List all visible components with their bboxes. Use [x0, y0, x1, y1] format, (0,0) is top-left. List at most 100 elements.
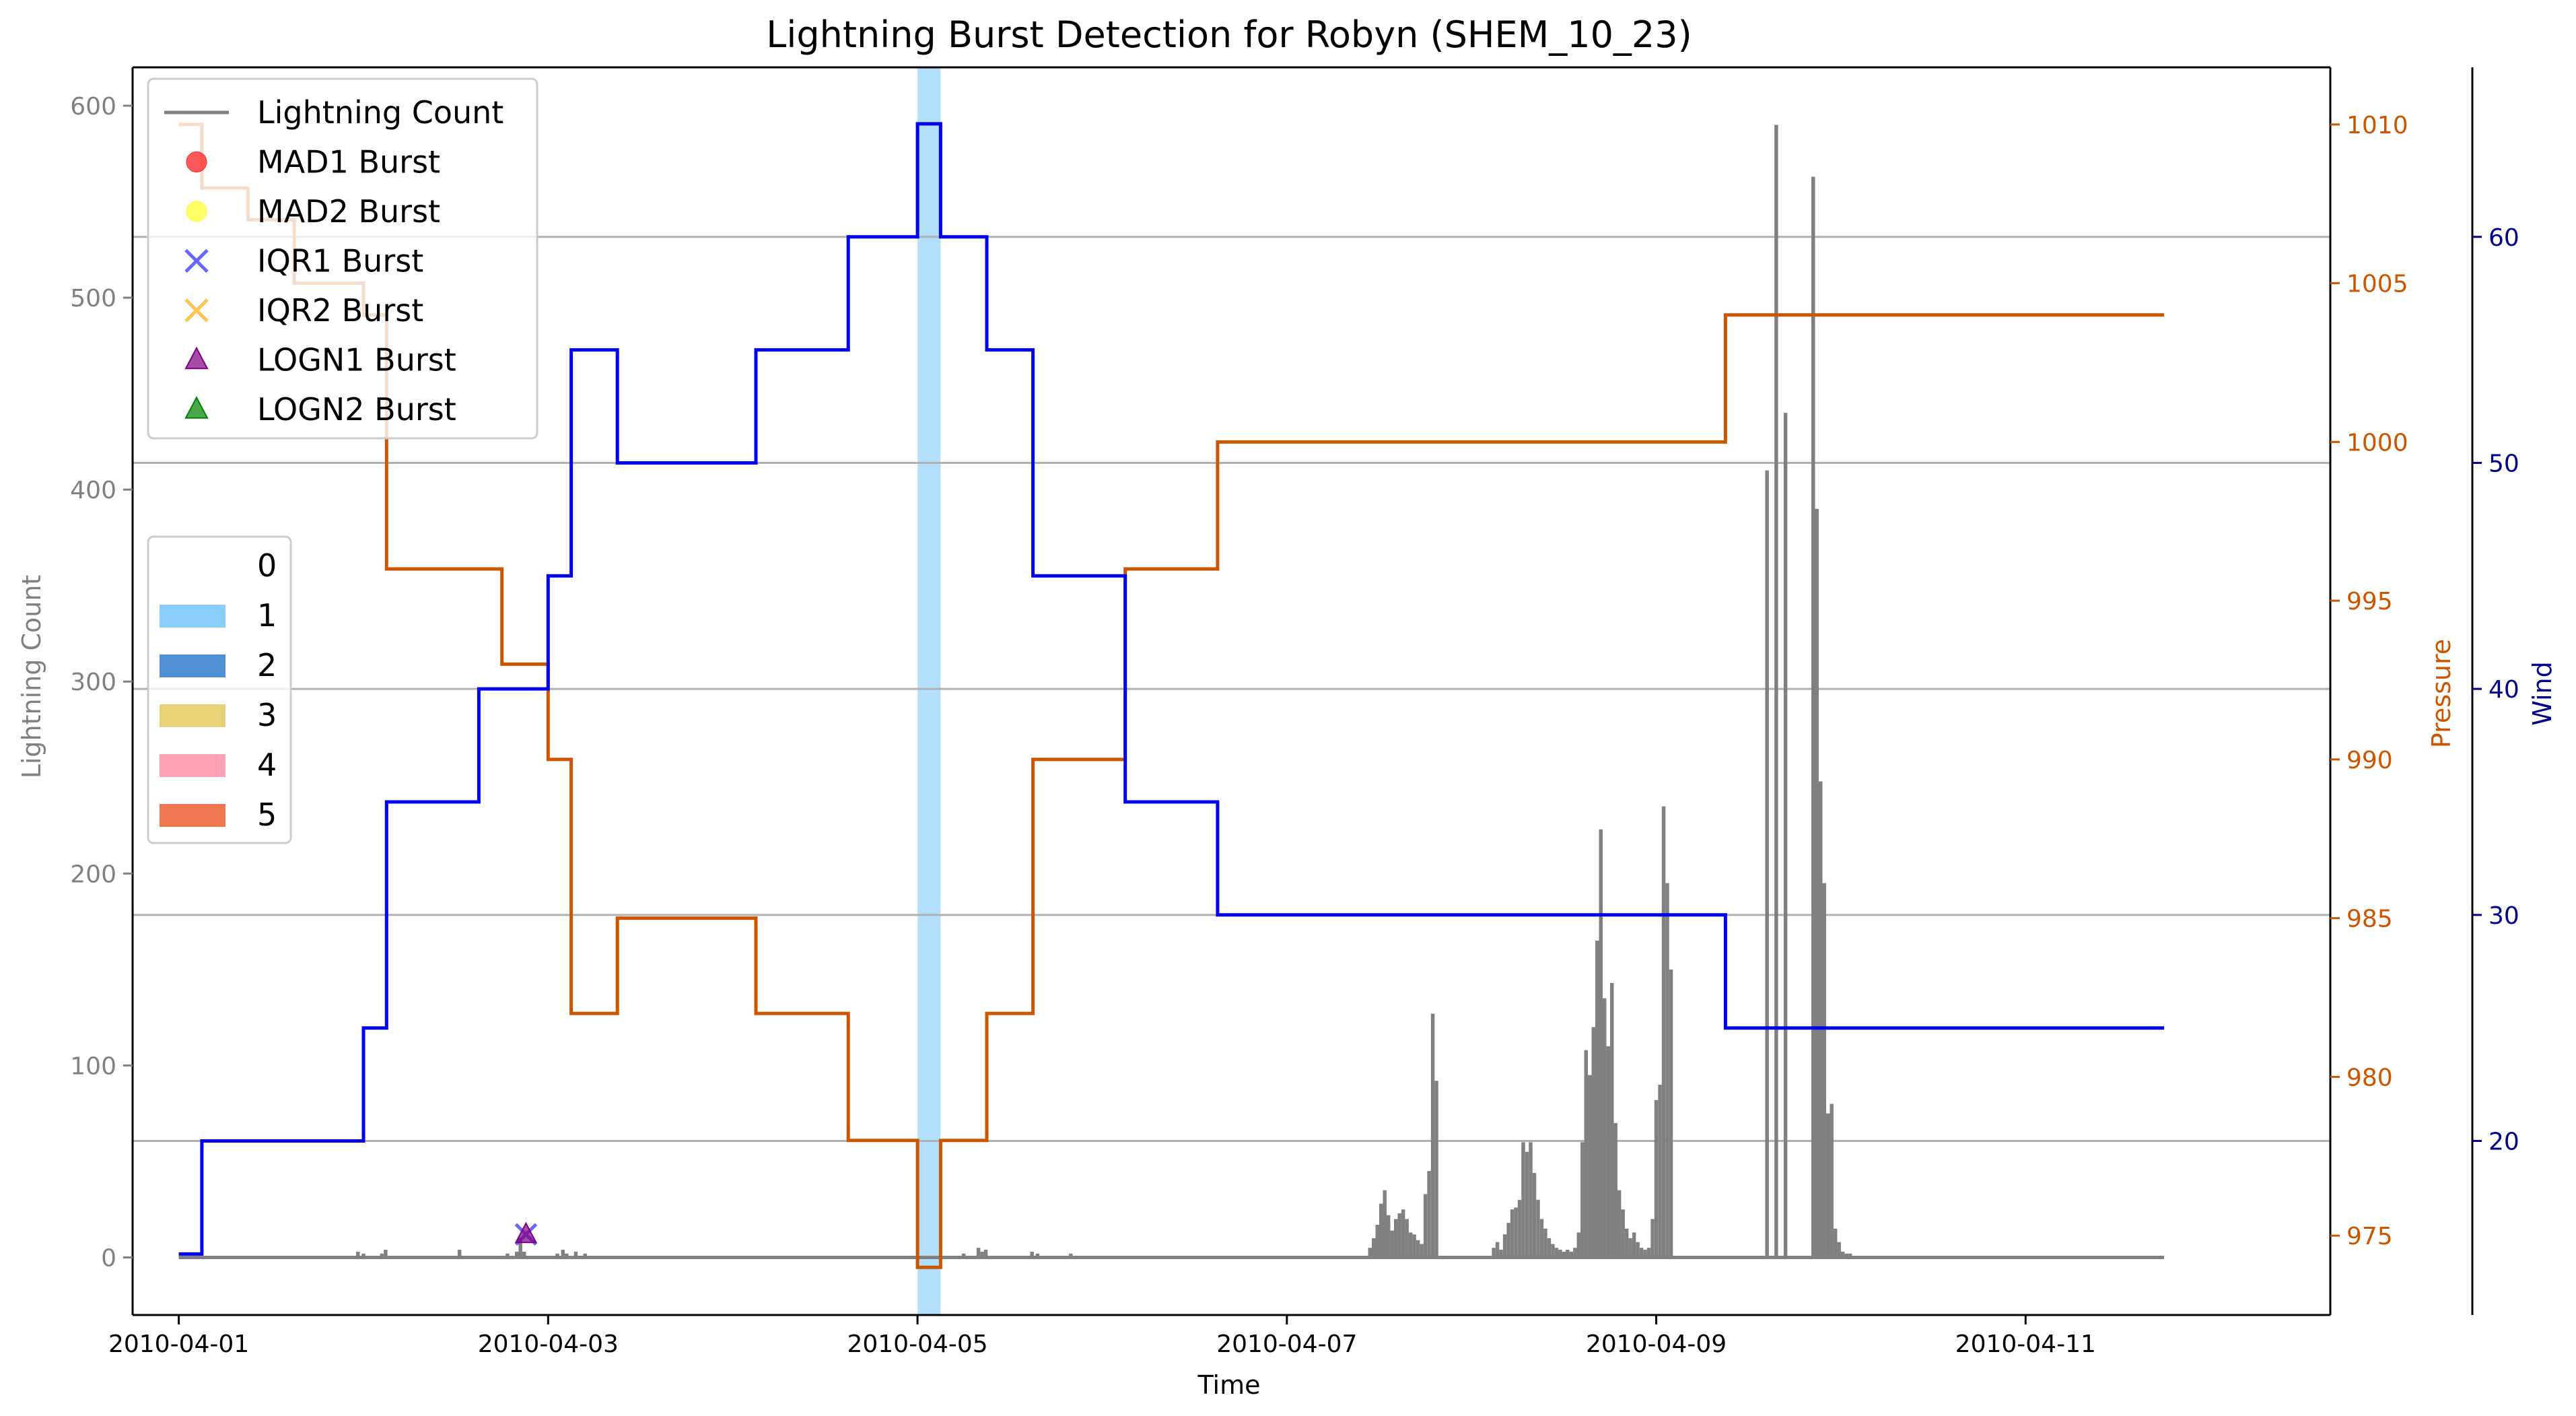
- lightning-bar: [1844, 1253, 1848, 1258]
- lightning-bar: [1588, 1075, 1592, 1258]
- pressure-tick-label: 1005: [2346, 271, 2408, 298]
- lightning-bar: [1379, 1203, 1383, 1258]
- legend-category-5-swatch: [160, 804, 225, 827]
- chart-title: Lightning Burst Detection for Robyn (SHE…: [766, 13, 1692, 56]
- legend-label: LOGN2 Burst: [257, 391, 456, 428]
- legend-category-label: 2: [257, 647, 277, 683]
- lightning-bar: [1517, 1199, 1522, 1258]
- lightning-bar: [1818, 781, 1823, 1258]
- lightning-bar: [1566, 1250, 1570, 1258]
- lightning-bar: [983, 1250, 988, 1258]
- lightning-bar: [1654, 1100, 1659, 1258]
- legend-category-label: 1: [257, 597, 277, 634]
- lightning-bar: [1030, 1251, 1034, 1258]
- lightning-bar: [1393, 1219, 1398, 1258]
- lightning-bar: [1774, 125, 1778, 1258]
- lightning-bar: [1837, 1242, 1841, 1258]
- lightning-bar: [1822, 883, 1826, 1258]
- lightning-bar: [1375, 1225, 1379, 1258]
- lightning-bar: [1833, 1228, 1838, 1258]
- y-axis-label: Lightning Count: [17, 575, 46, 779]
- lightning-bar: [555, 1253, 559, 1258]
- x-tick-label: 2010-04-07: [1216, 1330, 1357, 1358]
- legend-category-1-swatch: [160, 605, 225, 628]
- lightning-bar: [1539, 1219, 1544, 1258]
- x-axis-label: Time: [1197, 1370, 1261, 1400]
- lightning-bar: [1848, 1253, 1852, 1258]
- wind-axis-label: Wind: [2528, 661, 2557, 726]
- lightning-bar: [1532, 1173, 1537, 1258]
- lightning-bar: [380, 1253, 384, 1258]
- lightning-bar: [1069, 1253, 1073, 1258]
- lightning-bar: [1510, 1209, 1515, 1258]
- lightning-bar: [1632, 1232, 1636, 1258]
- lightning-bar: [1665, 883, 1669, 1258]
- lightning-bar: [506, 1253, 510, 1258]
- lightning-bar: [583, 1253, 587, 1258]
- lightning-bar: [1595, 941, 1599, 1258]
- lightning-bar: [1383, 1190, 1387, 1258]
- lightning-bar: [1624, 1228, 1629, 1258]
- y-tick-label: 200: [70, 861, 116, 888]
- lightning-bar: [1536, 1199, 1540, 1258]
- lightning-bar: [514, 1251, 519, 1258]
- lightning-bar: [1430, 1013, 1435, 1258]
- lightning-bar: [1525, 1151, 1529, 1258]
- lightning-bar: [565, 1253, 569, 1258]
- lightning-bar: [1543, 1228, 1547, 1258]
- x-tick-label: 2010-04-09: [1586, 1330, 1727, 1358]
- lightning-bar: [1405, 1219, 1409, 1258]
- wind-tick-label: 60: [2488, 224, 2519, 252]
- category-span-1: [917, 67, 941, 1315]
- lightning-bar: [1621, 1209, 1625, 1258]
- pressure-axis-label: Pressure: [2427, 639, 2456, 748]
- lightning-bar: [522, 1251, 526, 1258]
- lightning-bar: [1514, 1207, 1518, 1258]
- lightning-bar: [1650, 1219, 1655, 1258]
- lightning-bar: [1609, 982, 1614, 1258]
- legend-category-label: 5: [257, 797, 277, 833]
- lightning-bar: [1643, 1250, 1647, 1258]
- lightning-bar: [1416, 1240, 1420, 1258]
- legend-category-0-swatch: [160, 555, 225, 578]
- legend-mad2-burst-symbol: [186, 201, 207, 222]
- lightning-bar: [1576, 1232, 1581, 1258]
- legend-category-3-swatch: [160, 704, 225, 727]
- lightning-bar: [1423, 1194, 1428, 1258]
- lightning-bar: [1558, 1250, 1562, 1258]
- lightning-bar: [1569, 1251, 1574, 1258]
- wind-tick-label: 20: [2488, 1128, 2519, 1156]
- lightning-bar: [1372, 1238, 1376, 1258]
- x-tick-label: 2010-04-11: [1955, 1330, 2096, 1358]
- legend-label: IQR1 Burst: [257, 243, 423, 279]
- lightning-bar: [1368, 1248, 1372, 1258]
- lightning-bar: [1562, 1251, 1566, 1258]
- lightning-bar: [1658, 1084, 1662, 1258]
- y-tick-label: 500: [70, 285, 116, 312]
- lightning-bar: [1420, 1244, 1424, 1258]
- lightning-bar: [1506, 1223, 1510, 1258]
- logn1-burst-marker: [514, 1221, 538, 1244]
- lightning-bar: [1427, 1171, 1431, 1258]
- lightning-bar: [1661, 806, 1666, 1258]
- lightning-bar: [1390, 1230, 1394, 1258]
- lightning-bar: [361, 1253, 365, 1258]
- legend-category-label: 3: [257, 697, 277, 733]
- y-tick-label: 400: [70, 477, 116, 504]
- lightning-bar: [1628, 1238, 1632, 1258]
- wind-line: [178, 122, 2165, 1256]
- pressure-tick-label: 1010: [2346, 112, 2408, 139]
- lightning-bar: [1606, 1046, 1610, 1258]
- lightning-bar: [1830, 1104, 1834, 1258]
- legend-category-4-swatch: [160, 754, 225, 777]
- lightning-bar: [1636, 1242, 1640, 1258]
- pressure-tick-label: 990: [2346, 747, 2393, 774]
- pressure-tick-label: 975: [2346, 1223, 2393, 1250]
- lightning-bar: [1499, 1250, 1503, 1258]
- lightning-bar: [976, 1248, 981, 1258]
- y-tick-label: 100: [70, 1052, 116, 1080]
- pressure-tick-label: 980: [2346, 1064, 2393, 1091]
- legend-category-label: 4: [257, 747, 277, 783]
- lightning-bar: [1412, 1234, 1416, 1258]
